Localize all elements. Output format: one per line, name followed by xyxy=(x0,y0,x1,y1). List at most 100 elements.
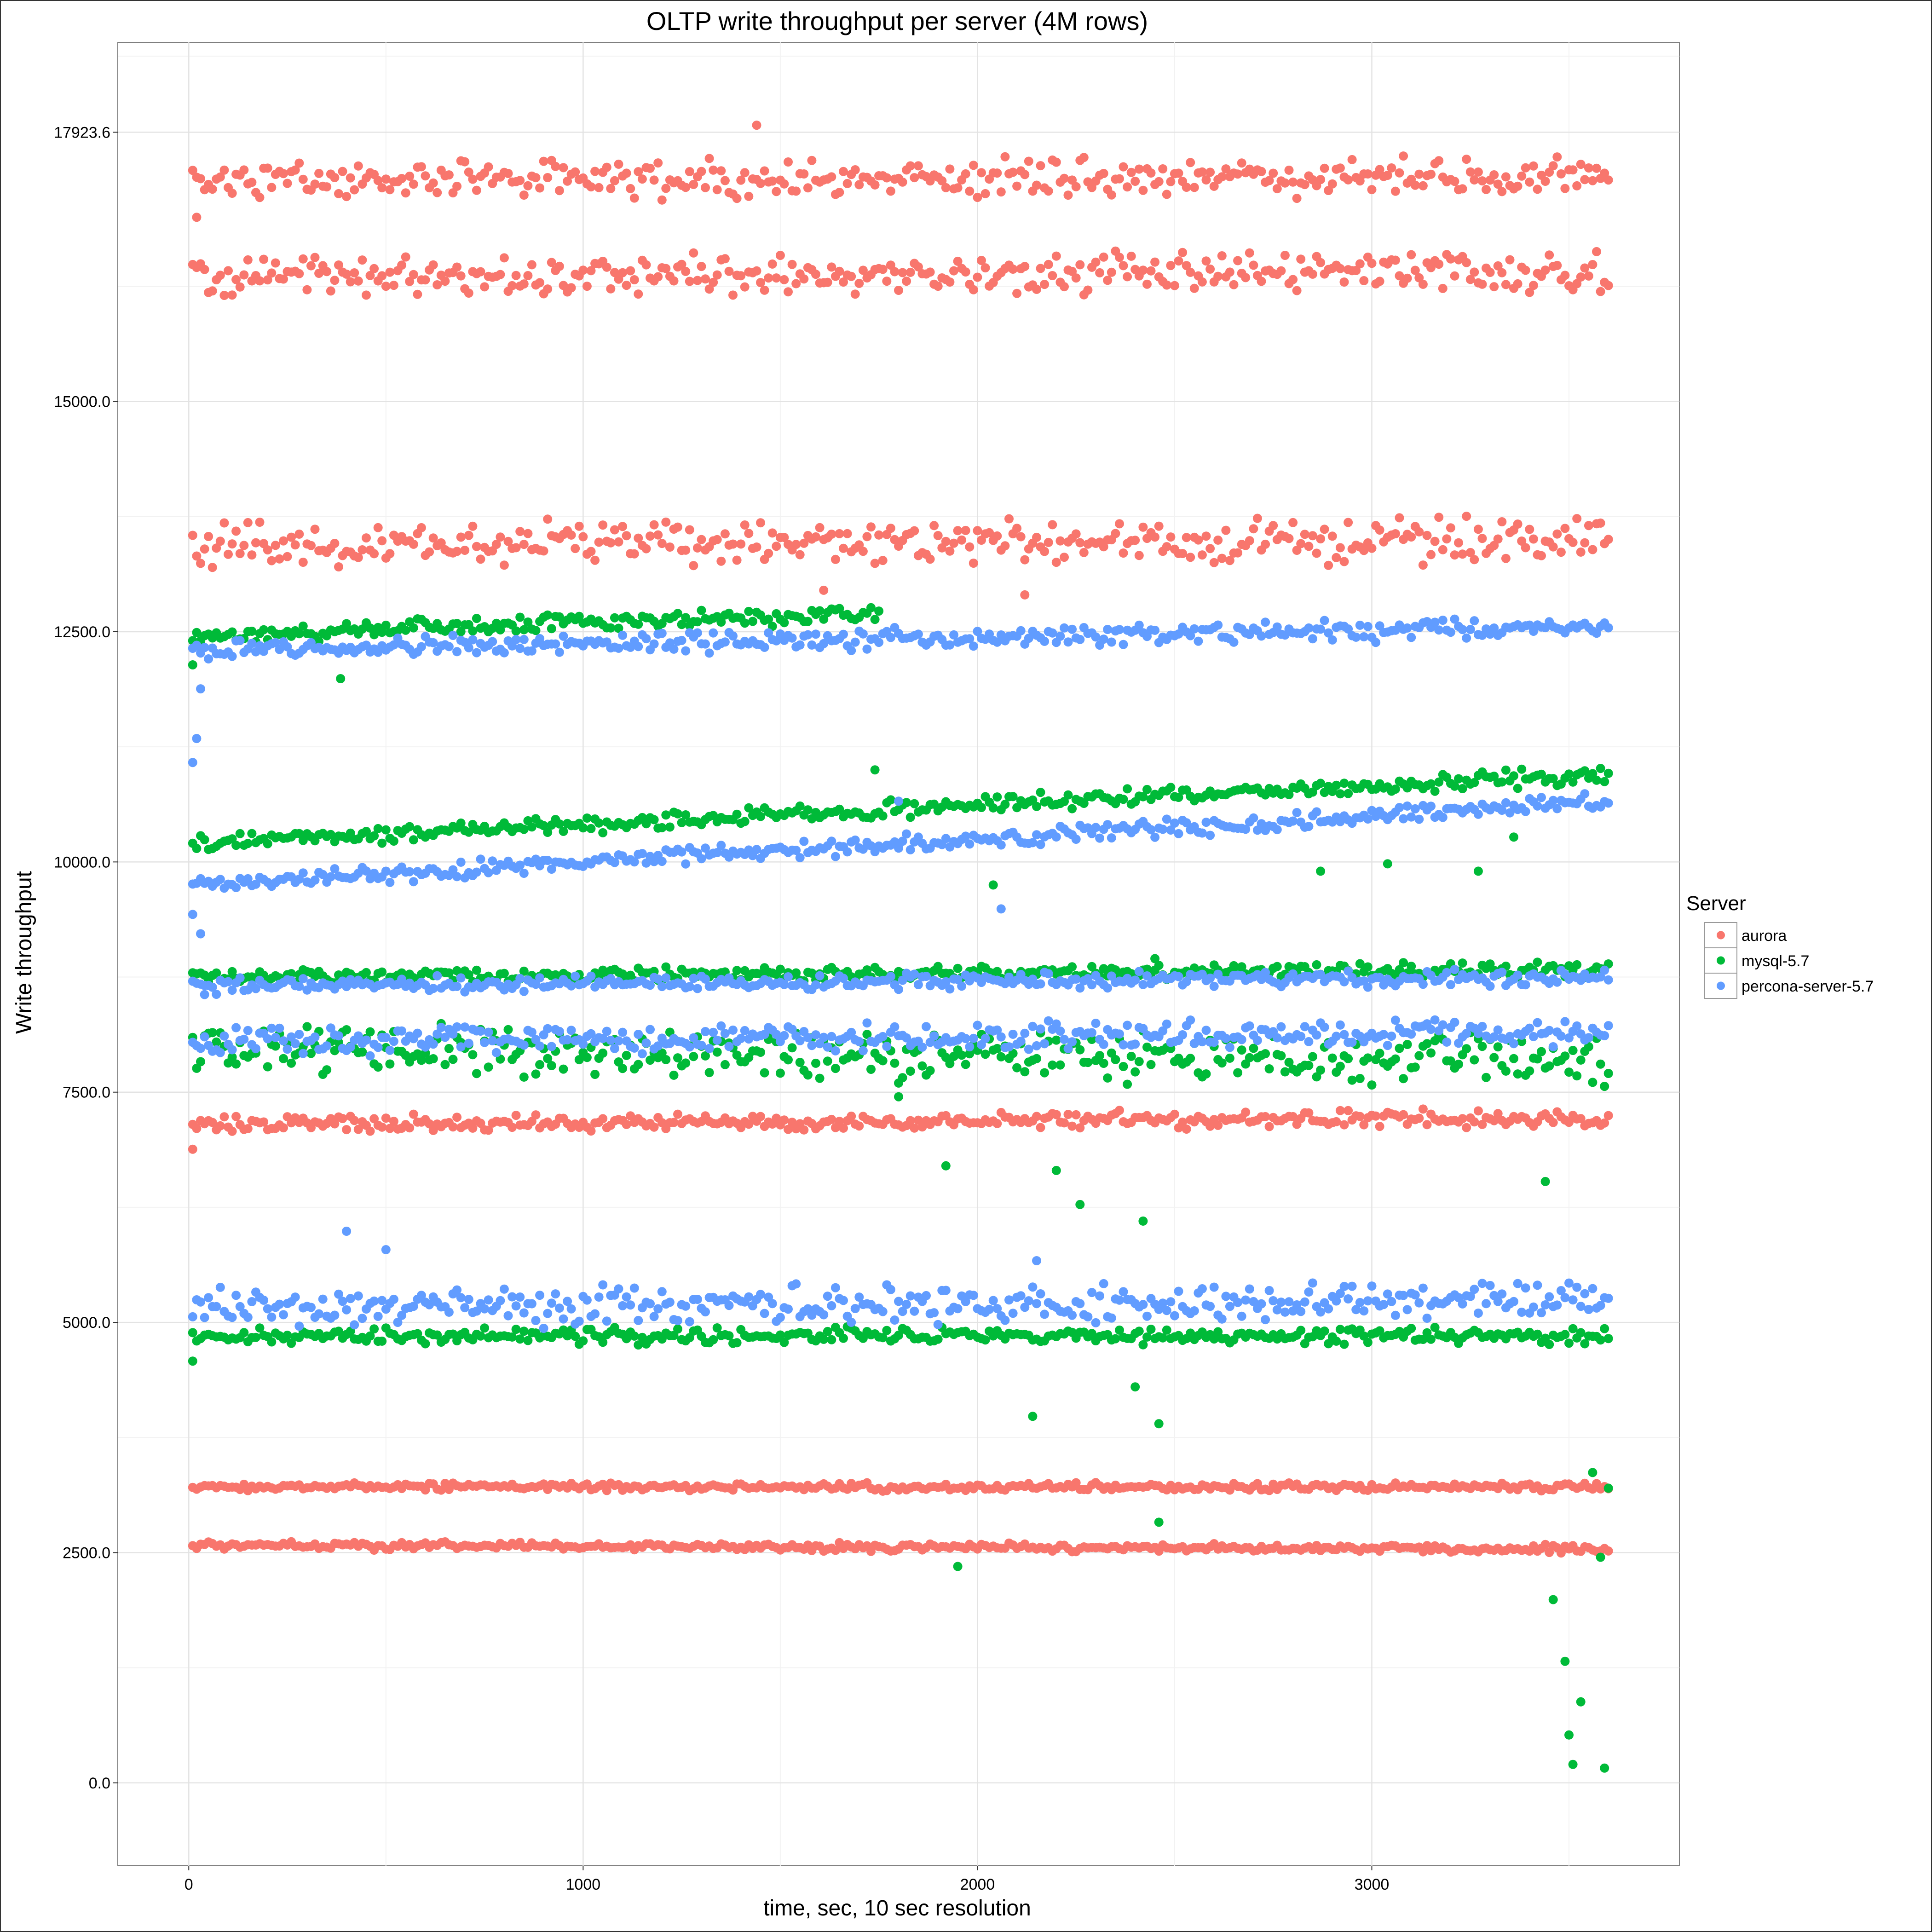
data-point xyxy=(1162,280,1171,290)
data-point xyxy=(1162,542,1171,552)
data-point xyxy=(1252,513,1262,523)
data-point xyxy=(1414,814,1424,824)
data-point xyxy=(1111,1334,1120,1344)
data-point xyxy=(239,165,249,175)
data-point xyxy=(1521,265,1530,275)
data-point xyxy=(661,517,671,527)
data-point xyxy=(1462,155,1471,164)
data-point xyxy=(385,877,395,887)
data-point xyxy=(1603,281,1613,290)
data-point xyxy=(677,818,686,827)
data-point xyxy=(1454,538,1463,548)
data-point xyxy=(1533,801,1542,811)
data-point xyxy=(554,647,564,657)
data-point xyxy=(835,188,844,197)
data-point xyxy=(1552,977,1562,987)
data-point xyxy=(980,189,990,198)
data-point xyxy=(1335,1061,1345,1071)
data-point xyxy=(827,530,836,539)
data-point xyxy=(1060,282,1069,292)
data-point xyxy=(945,164,955,174)
data-point xyxy=(1442,534,1452,544)
data-point xyxy=(1327,531,1337,541)
data-point xyxy=(405,277,415,286)
data-point xyxy=(480,282,490,292)
data-point xyxy=(1316,624,1326,634)
data-point xyxy=(1438,283,1448,293)
data-point xyxy=(803,630,813,640)
data-point xyxy=(298,868,308,878)
data-point xyxy=(1580,789,1590,799)
data-point xyxy=(456,627,466,636)
data-point xyxy=(452,1113,462,1122)
data-point xyxy=(874,530,884,540)
data-point xyxy=(799,169,809,179)
data-point xyxy=(334,1326,343,1336)
data-point xyxy=(799,274,809,284)
data-point xyxy=(1407,532,1416,542)
data-point xyxy=(1249,1044,1258,1053)
data-point xyxy=(1261,539,1270,549)
data-point xyxy=(941,183,951,192)
data-point xyxy=(830,554,840,564)
data-point xyxy=(1075,634,1085,644)
data-point xyxy=(996,187,1006,197)
data-point xyxy=(1182,261,1191,271)
data-point xyxy=(1048,271,1057,280)
data-point xyxy=(653,158,663,168)
data-point xyxy=(756,812,765,821)
data-point xyxy=(263,1062,272,1072)
data-point xyxy=(858,547,868,556)
data-point xyxy=(629,1331,639,1341)
data-point xyxy=(1241,273,1251,283)
data-point xyxy=(1560,1330,1570,1339)
data-point xyxy=(1012,181,1022,191)
data-point xyxy=(1501,1066,1511,1076)
data-point xyxy=(428,1054,438,1063)
data-point xyxy=(933,282,943,291)
data-point xyxy=(1162,1325,1171,1335)
data-point xyxy=(720,176,730,185)
data-point xyxy=(629,549,639,559)
data-point xyxy=(188,531,197,540)
data-point xyxy=(373,1062,383,1072)
data-point xyxy=(961,831,970,841)
data-point xyxy=(381,282,391,291)
data-point xyxy=(752,542,761,552)
data-point xyxy=(1465,625,1475,634)
data-point xyxy=(1588,1468,1598,1477)
data-point xyxy=(1166,261,1176,271)
data-point xyxy=(622,1050,631,1060)
data-point xyxy=(192,844,202,853)
data-point xyxy=(830,852,840,861)
data-point xyxy=(815,1073,825,1083)
data-point xyxy=(870,615,880,624)
data-point xyxy=(1261,617,1270,627)
data-point xyxy=(767,176,777,186)
data-point xyxy=(586,547,596,556)
data-point xyxy=(1470,1117,1479,1127)
data-point xyxy=(823,1326,832,1336)
data-point xyxy=(294,1030,304,1039)
data-point xyxy=(1410,180,1420,190)
data-point xyxy=(1205,973,1215,983)
data-point xyxy=(1312,548,1321,558)
data-point xyxy=(1186,1054,1195,1063)
data-point xyxy=(1339,557,1349,566)
data-point xyxy=(732,194,742,203)
data-point xyxy=(1312,960,1321,969)
data-point xyxy=(1316,866,1326,876)
data-point xyxy=(1055,536,1065,546)
data-point xyxy=(1335,1106,1345,1115)
data-point xyxy=(1556,169,1566,179)
data-point xyxy=(1335,264,1345,273)
data-point xyxy=(566,530,576,540)
data-point xyxy=(385,1059,395,1069)
data-point xyxy=(1217,251,1227,260)
data-point xyxy=(224,549,233,559)
data-point xyxy=(1174,168,1183,178)
data-point xyxy=(1414,169,1424,179)
data-point xyxy=(752,845,761,854)
data-point xyxy=(1568,1324,1578,1333)
data-point xyxy=(839,167,848,176)
